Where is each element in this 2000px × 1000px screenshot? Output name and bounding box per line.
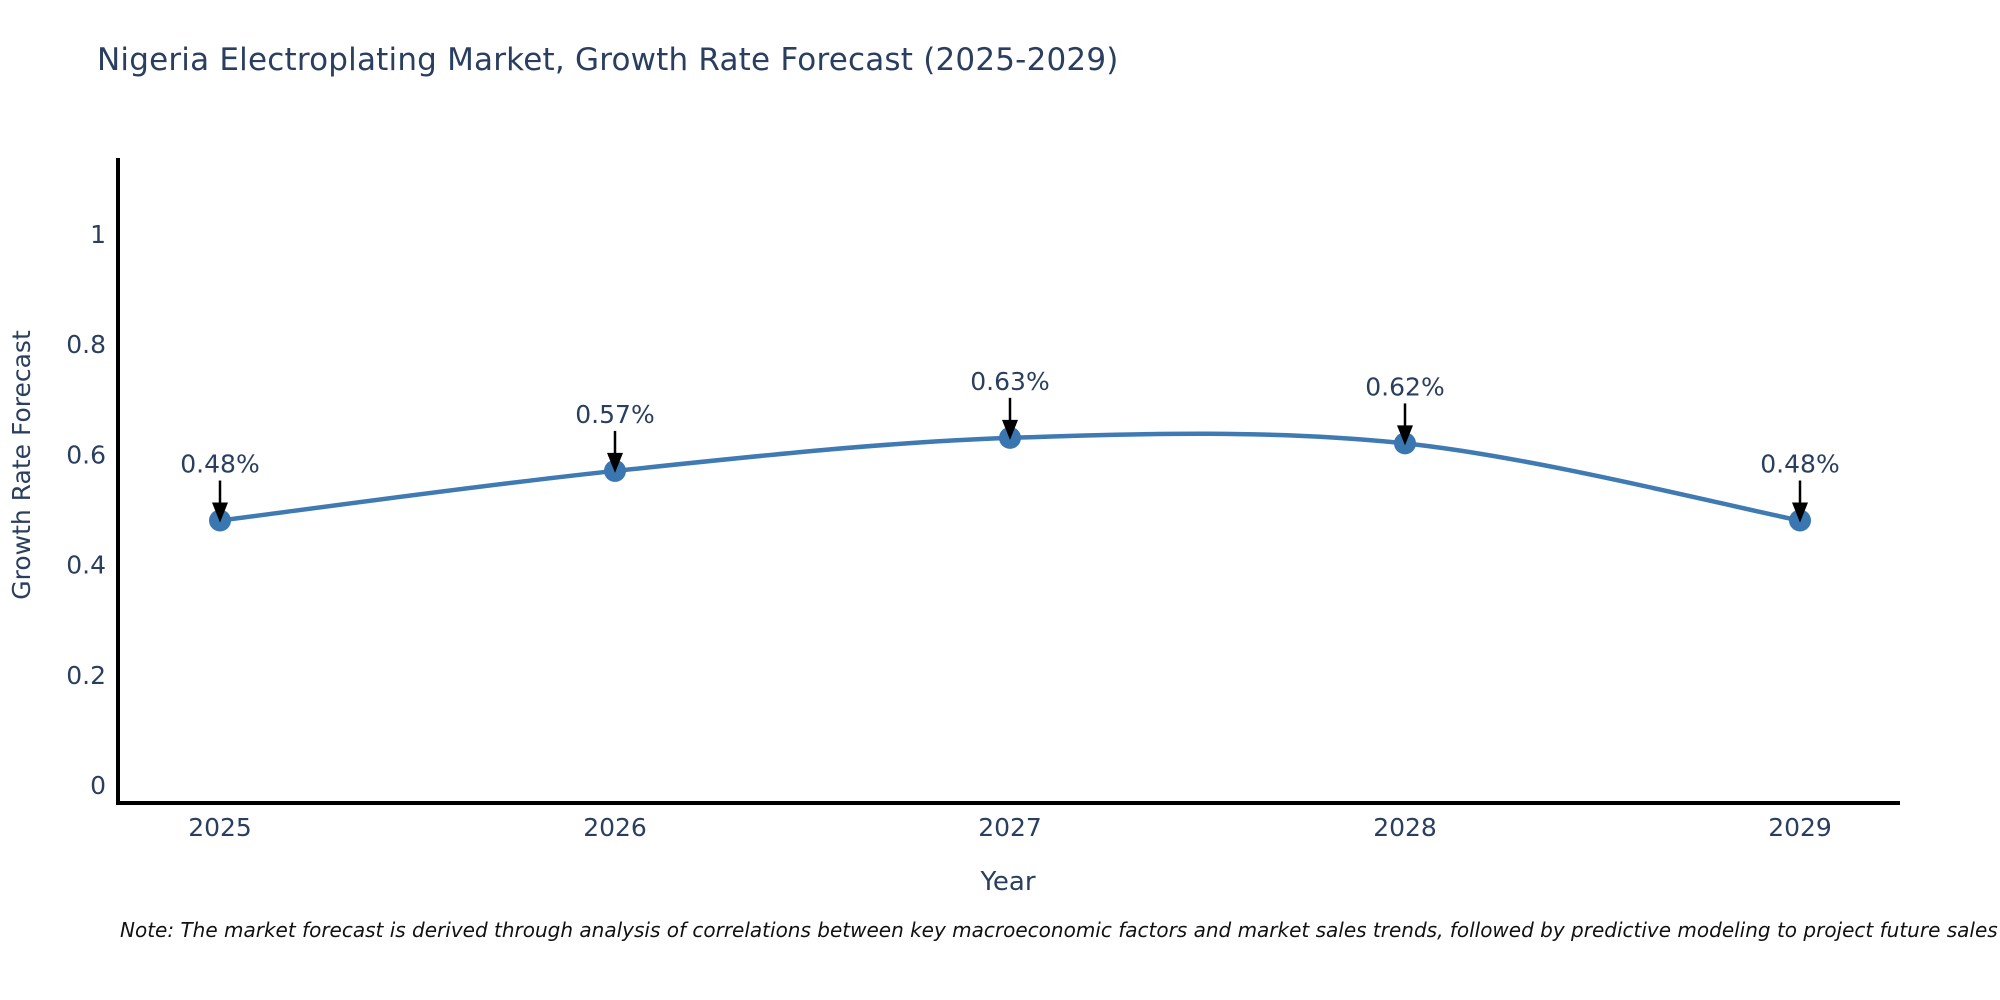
- x-tick-label: 2025: [188, 813, 252, 842]
- annotation-arrowhead: [1002, 419, 1018, 440]
- x-tick-label: 2026: [583, 813, 647, 842]
- chart-title: Nigeria Electroplating Market, Growth Ra…: [97, 42, 1119, 78]
- point-annotation-label: 0.57%: [575, 400, 654, 429]
- annotation-arrowhead: [212, 502, 228, 523]
- footnote: Note: The market forecast is derived thr…: [120, 918, 1998, 942]
- point-annotation-label: 0.62%: [1365, 372, 1444, 401]
- annotation-arrowhead: [1397, 425, 1413, 446]
- y-tick-label: 0.2: [66, 661, 106, 690]
- point-annotation-label: 0.48%: [180, 450, 259, 479]
- point-annotation-label: 0.48%: [1760, 450, 1839, 479]
- y-tick-label: 0: [90, 771, 106, 800]
- x-axis-title: Year: [979, 867, 1035, 897]
- x-tick-label: 2028: [1373, 813, 1437, 842]
- y-tick-label: 0.6: [66, 440, 106, 469]
- plot-area: 0 0.2 0.4 0.6 0.8 1 2025 2026 2027 2028 2029 0.48% 0…: [66, 158, 1900, 842]
- y-tick-label: 0.8: [66, 330, 106, 359]
- x-tick-label: 2027: [978, 813, 1042, 842]
- y-axis-title: Growth Rate Forecast: [7, 330, 36, 600]
- y-tick-label: 0.4: [66, 551, 106, 580]
- y-tick-label: 1: [90, 220, 106, 249]
- annotation-arrowhead: [607, 452, 623, 473]
- x-tick-label: 2029: [1768, 813, 1832, 842]
- point-annotation-label: 0.63%: [970, 367, 1049, 396]
- annotation-arrowhead: [1792, 502, 1808, 523]
